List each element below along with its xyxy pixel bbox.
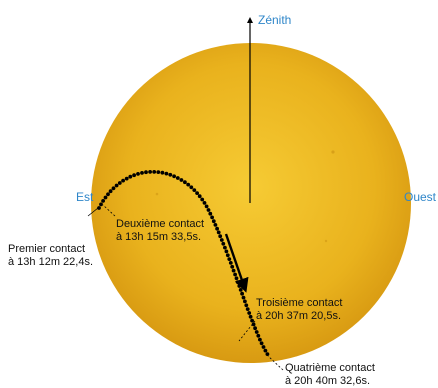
transit-dot — [227, 257, 232, 261]
transit-dot — [101, 199, 105, 203]
transit-dot — [254, 330, 259, 334]
transit-dot — [136, 172, 140, 176]
contact-3-title: Troisième contact — [256, 297, 343, 309]
transit-dot — [179, 178, 184, 182]
transit-dot — [225, 253, 230, 258]
transit-dot — [192, 188, 197, 193]
contact-2-time: à 13h 15m 33,5s. — [116, 231, 202, 243]
transit-dot — [216, 230, 221, 235]
transit-dot — [223, 245, 227, 250]
transit-dot — [186, 182, 191, 187]
contact-2-title: Deuxième contact — [116, 218, 205, 230]
transit-dot — [152, 170, 157, 174]
transit-dot — [251, 322, 256, 327]
contact-4-time: à 20h 40m 32,6s. — [285, 375, 371, 387]
transit-dot — [202, 201, 207, 205]
sunspot — [155, 192, 159, 196]
transit-dot — [114, 183, 119, 188]
transit-dot — [213, 223, 218, 227]
contact-3-label: Troisième contact à 20h 37m 20,5s. — [256, 297, 342, 323]
contact-1-label: Premier contact à 13h 12m 22,4s. — [8, 243, 93, 269]
transit-dot — [117, 181, 122, 185]
transit-dot — [124, 176, 129, 181]
contact-leader-3 — [238, 320, 256, 342]
sunspot — [324, 239, 328, 243]
transit-dot — [200, 197, 205, 202]
transit-dot — [253, 326, 257, 331]
transit-dot — [197, 194, 202, 199]
transit-dot — [175, 176, 180, 180]
transit-dot — [234, 276, 239, 281]
transit-dot — [103, 195, 108, 200]
transit-dot — [231, 268, 236, 273]
contact-1-title: Premier contact — [8, 243, 86, 255]
contact-leader-1 — [87, 207, 99, 217]
transit-dot — [156, 170, 161, 175]
transit-dot — [204, 204, 209, 209]
transit-dot — [160, 170, 165, 175]
transit-dot — [106, 192, 110, 197]
zenith-label: Zénith — [258, 13, 292, 27]
transit-dot — [99, 202, 103, 207]
transit-dot — [250, 318, 255, 323]
transit-dot — [97, 206, 101, 210]
transit-dot — [215, 226, 220, 231]
transit-path — [97, 170, 270, 356]
contact-3-time: à 20h 37m 20,5s. — [256, 310, 342, 322]
transit-dot — [211, 219, 216, 224]
transit-dot — [244, 303, 249, 308]
transit-dot — [128, 174, 133, 179]
contact-2-label: Deuxième contact à 13h 15m 33,5s. — [116, 218, 204, 244]
contact-4-label: Quatrième contact à 20h 40m 32,6s. — [285, 362, 375, 388]
sun-disk — [91, 43, 411, 363]
transit-dot — [258, 337, 262, 342]
transit-dot — [261, 345, 266, 349]
contact-1-time: à 13h 12m 22,4s. — [8, 256, 94, 268]
transit-dot — [228, 261, 233, 265]
transit-dot — [233, 272, 238, 277]
transit-dot — [121, 178, 125, 183]
transit-dot — [230, 264, 235, 269]
contact-leader-2 — [102, 204, 116, 217]
transit-dot — [240, 291, 245, 296]
transit-dot — [219, 238, 224, 242]
transit-dot — [218, 234, 223, 239]
transit-dot — [208, 211, 213, 216]
transit-dot — [140, 171, 144, 175]
transit-dot — [189, 185, 194, 190]
transit-dot — [243, 299, 247, 304]
transit-dot — [144, 170, 148, 175]
transit-dot — [108, 189, 113, 194]
transit-dot — [236, 280, 240, 285]
contact-4-title: Quatrième contact — [285, 362, 375, 374]
transit-dot — [241, 295, 246, 300]
transit-dot — [210, 215, 215, 220]
transit-dot — [259, 341, 264, 346]
transit-dot — [247, 311, 252, 315]
transit-dot — [195, 191, 200, 196]
sunspot — [331, 150, 335, 154]
transit-dot — [111, 186, 116, 191]
motion-arrow — [224, 233, 249, 293]
transit-dot — [263, 348, 268, 353]
east-label: Est — [76, 190, 94, 204]
transit-dot — [221, 241, 226, 246]
transit-dot — [206, 208, 211, 212]
transit-dot — [132, 173, 137, 178]
transit-dot — [183, 180, 187, 185]
west-label: Ouest — [404, 190, 437, 204]
transit-dot — [164, 171, 169, 176]
transit-dot — [245, 307, 250, 311]
transit-dot — [168, 172, 173, 177]
transit-dot — [224, 249, 229, 254]
transit-dot — [237, 284, 242, 288]
transit-dot — [256, 333, 261, 338]
contact-leader-4 — [267, 355, 284, 371]
transit-dot — [238, 288, 243, 292]
transit-dot — [148, 170, 153, 174]
transit-dot — [172, 174, 177, 179]
transit-dot — [248, 314, 253, 319]
transit-dot — [265, 352, 270, 356]
